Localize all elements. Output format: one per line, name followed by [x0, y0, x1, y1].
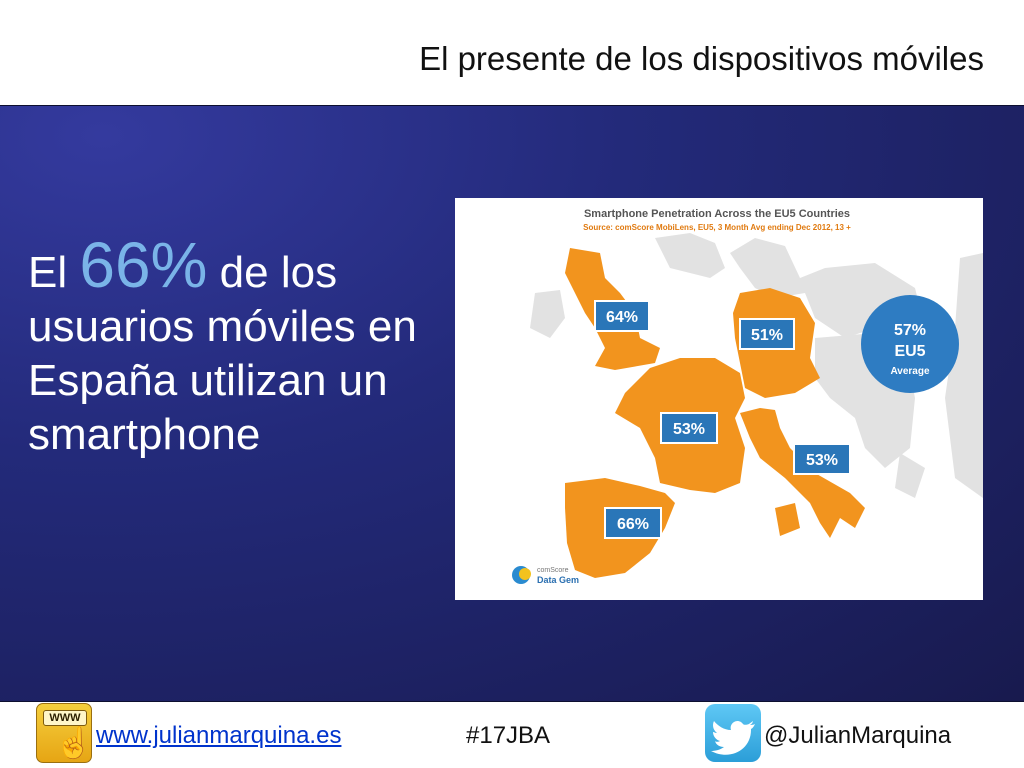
twitter-handle[interactable]: @JulianMarquina — [764, 722, 952, 749]
germany-value: 51% — [751, 327, 783, 344]
slide-title: El presente de los dispositivos móviles — [419, 40, 984, 77]
www-hand-icon[interactable]: WWW ☝ — [36, 703, 92, 763]
website-link[interactable]: www.julianmarquina.es — [96, 722, 342, 749]
spain-value: 66% — [617, 516, 649, 533]
eu5-average-badge: 57% EU5 Average — [861, 295, 959, 393]
map-source: Source: comScore MobiLens, EU5, 3 Month … — [583, 223, 851, 232]
logo-line2: Data Gem — [537, 575, 579, 585]
average-value: 57% — [894, 322, 926, 339]
uk-label: 64% — [594, 300, 650, 332]
france-value: 53% — [673, 421, 705, 438]
average-region: EU5 — [894, 343, 925, 360]
average-label: Average — [890, 366, 930, 377]
www-badge-label: WWW — [43, 710, 87, 726]
map-title: Smartphone Penetration Across the EU5 Co… — [584, 208, 850, 220]
pointer-hand-icon: ☝ — [55, 727, 93, 760]
eu5-map-image: Smartphone Penetration Across the EU5 Co… — [455, 198, 983, 600]
headline-after: de los usuarios móviles en España utiliz… — [28, 248, 417, 459]
logo-line1: comScore — [537, 567, 569, 574]
europe-map: Smartphone Penetration Across the EU5 Co… — [512, 208, 983, 585]
italy-label: 53% — [793, 443, 851, 475]
twitter-bird-icon[interactable] — [705, 704, 761, 762]
headline-before: El — [28, 248, 80, 297]
spain-label: 66% — [604, 507, 662, 539]
uk-value: 64% — [606, 309, 638, 326]
france-label: 53% — [660, 412, 718, 444]
headline-highlight: 66% — [79, 229, 208, 301]
event-hashtag: #17JBA — [466, 722, 551, 749]
comscore-logo: comScore Data Gem — [512, 566, 579, 585]
germany-label: 51% — [739, 318, 795, 350]
twitter-bird-shape — [711, 720, 755, 755]
headline-text: El 66% de los usuarios móviles en España… — [28, 233, 428, 462]
italy-value: 53% — [806, 452, 838, 469]
